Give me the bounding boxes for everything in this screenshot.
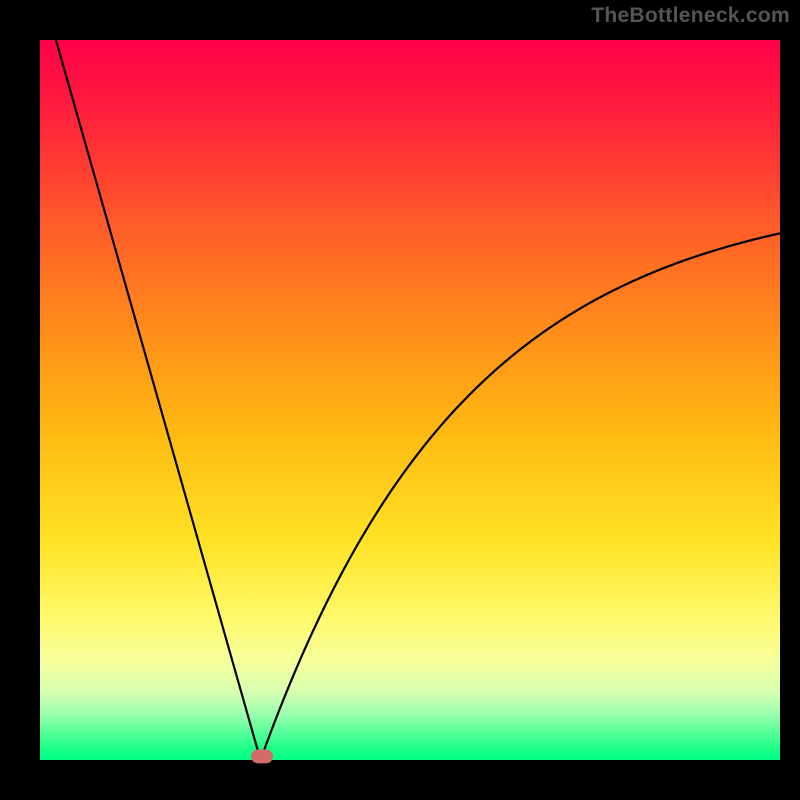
chart-container: TheBottleneck.com [0,0,800,800]
min-marker [251,749,273,763]
gradient-plot-area [40,40,780,760]
watermark-text: TheBottleneck.com [591,4,790,28]
chart-svg [0,0,800,800]
